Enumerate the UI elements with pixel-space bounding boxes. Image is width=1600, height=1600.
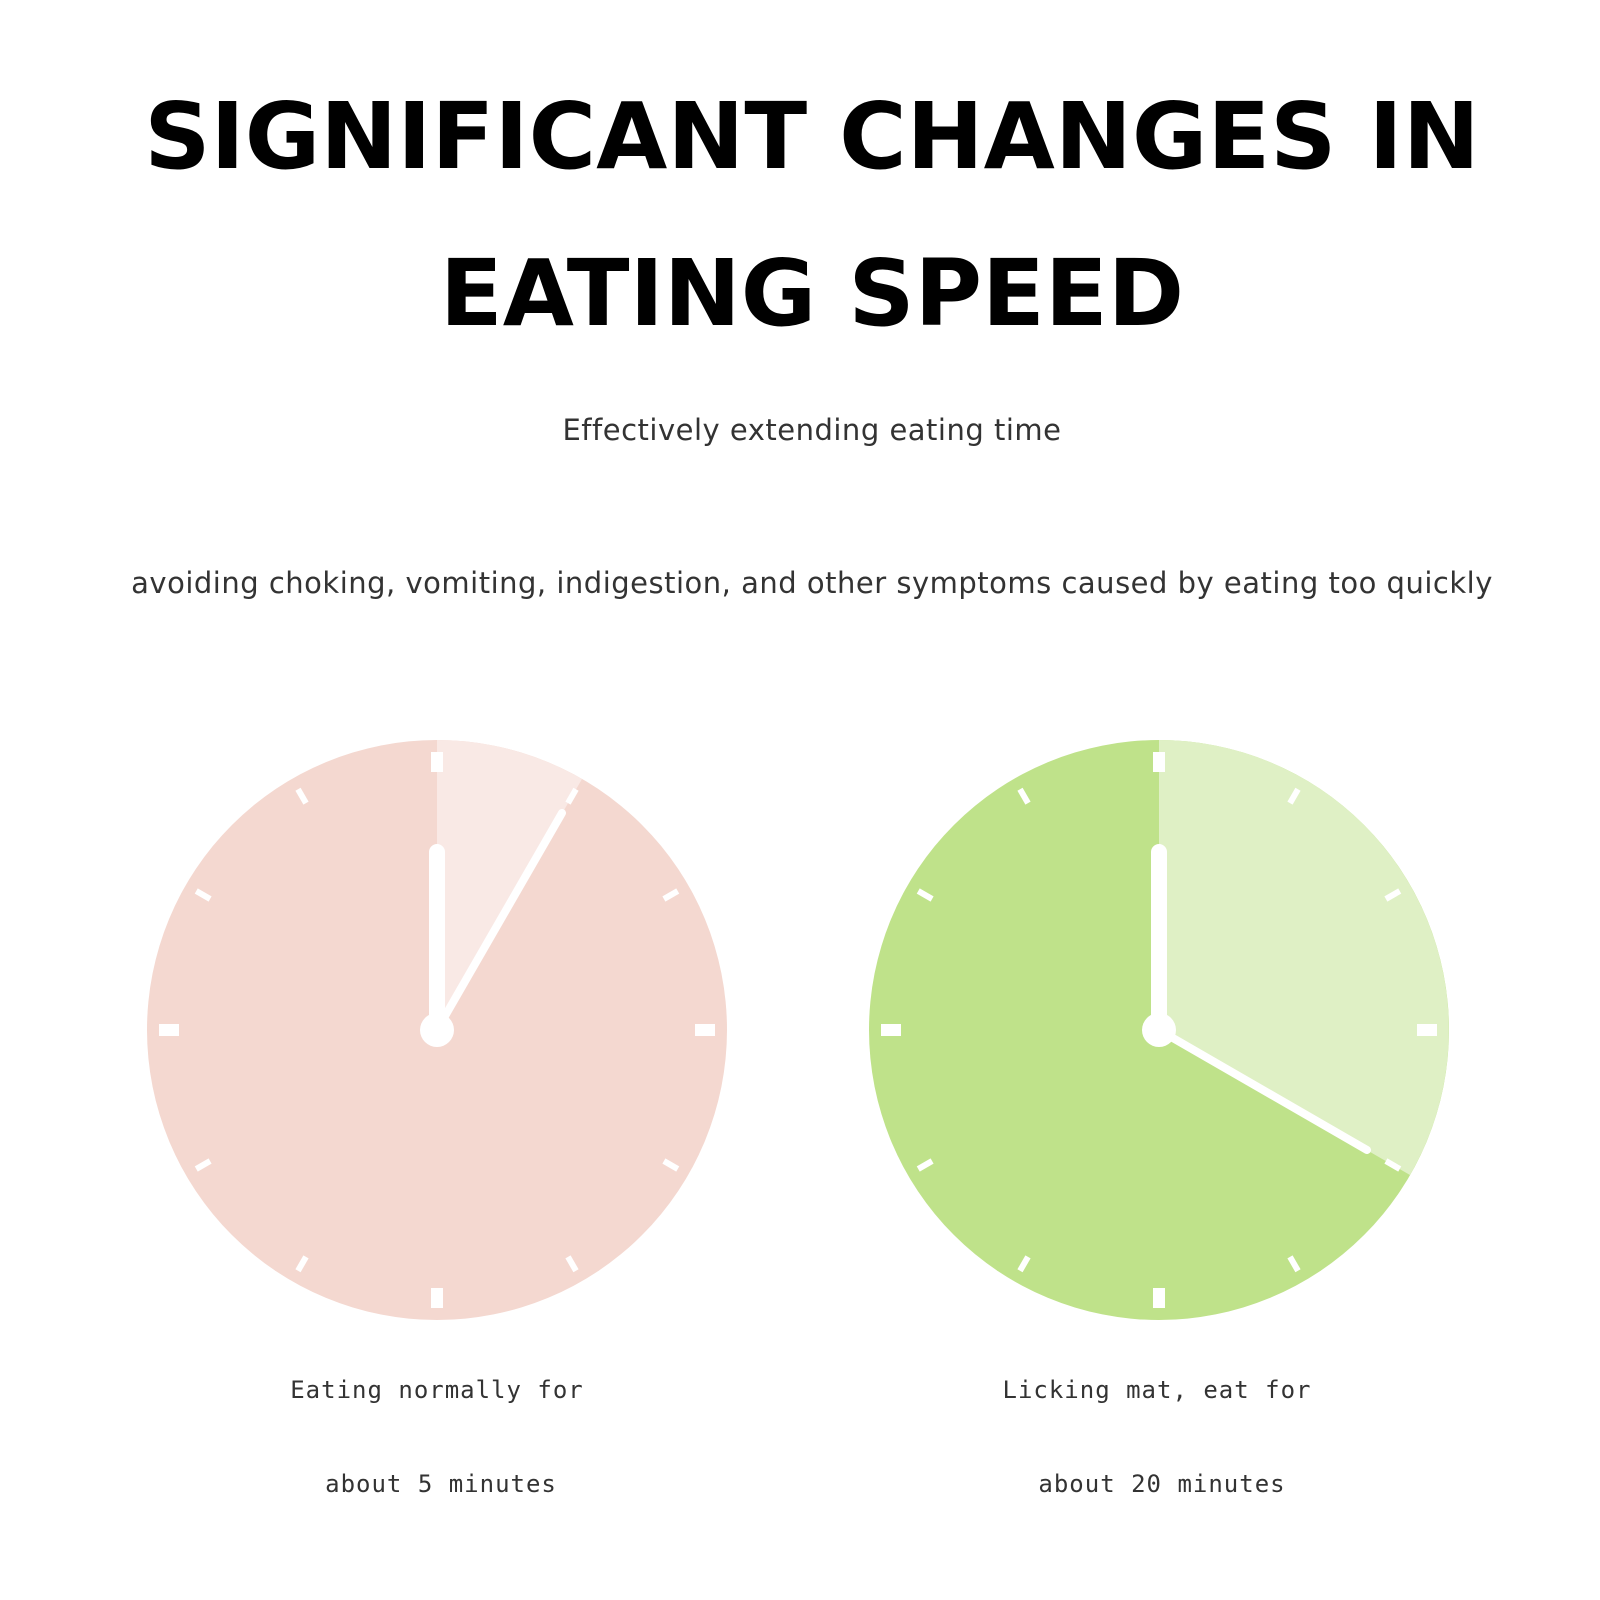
clock-tick: [916, 888, 934, 902]
clock-tick: [1287, 1255, 1301, 1273]
clock-tick: [565, 1255, 579, 1273]
minute-hand: [1155, 1026, 1371, 1154]
title-line: SIGNIFICANT CHANGES IN: [144, 83, 1479, 190]
clock-tick: [295, 1255, 309, 1273]
clock-tick: [1017, 1255, 1031, 1273]
clock-normal: [147, 740, 727, 1320]
clock-ticks: [159, 752, 715, 1308]
clock-tick: [1384, 888, 1402, 902]
clock-sector: [1159, 740, 1449, 1175]
title-line: EATING SPEED: [440, 240, 1184, 347]
clock-tick: [662, 1158, 680, 1172]
clock-tick: [1017, 787, 1031, 805]
clock-label: Eating normally for: [290, 1376, 584, 1404]
clock-tick: [1384, 1158, 1402, 1172]
clock-tick: [295, 787, 309, 805]
clock-label: about 20 minutes: [1038, 1470, 1285, 1498]
clock-tick: [194, 888, 212, 902]
clock-tick: [194, 1158, 212, 1172]
subtitle: Effectively extending eating time: [562, 413, 1061, 447]
clock-center: [1142, 1013, 1176, 1047]
clock-tick: [1287, 787, 1301, 805]
clock-tick: [662, 888, 680, 902]
minute-hand: [433, 809, 566, 1034]
clock-tick: [916, 1158, 934, 1172]
clock-tick: [565, 787, 579, 805]
clock-center: [420, 1013, 454, 1047]
clock-sector: [437, 740, 582, 1030]
clock-mat: [869, 740, 1449, 1320]
description: avoiding choking, vomiting, indigestion,…: [131, 566, 1493, 600]
clock-ticks: [881, 752, 1437, 1308]
clock-label: Licking mat, eat for: [1003, 1376, 1312, 1404]
clock-label: about 5 minutes: [325, 1470, 557, 1498]
